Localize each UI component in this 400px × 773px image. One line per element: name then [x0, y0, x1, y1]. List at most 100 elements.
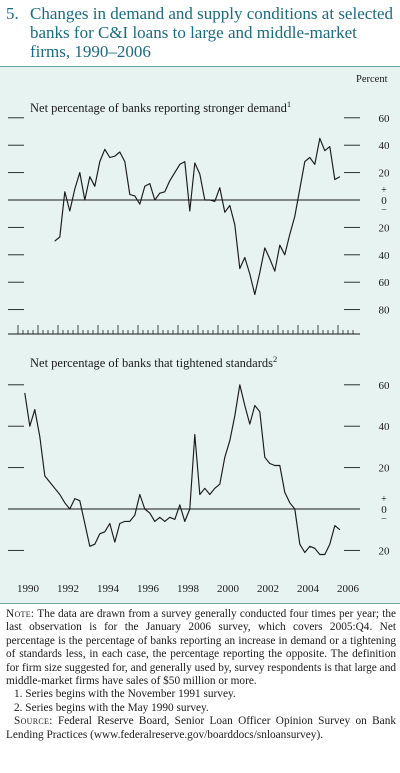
footnote-1: 1. Series begins with the November 1991 … — [14, 688, 236, 701]
chart2-data-point — [224, 456, 226, 458]
chart2-data-point — [264, 456, 266, 458]
chart2-data-point — [119, 523, 121, 524]
chart2-data-point — [134, 514, 136, 516]
chart2-zero-label: 0 — [381, 504, 387, 516]
chart2-data-point — [304, 552, 306, 553]
chart2-data-point — [174, 519, 176, 520]
chart1-data-point — [229, 205, 231, 206]
chart2-zero-minus: − — [381, 514, 387, 525]
chart2-data-point — [44, 475, 46, 477]
chart2-ytick-label: 60 — [379, 380, 391, 392]
chart1-data-point — [224, 212, 226, 213]
chart1-data-point — [314, 164, 316, 165]
chart2-data-point — [124, 521, 126, 522]
chart1-data-point — [69, 210, 71, 212]
chart1-data-point — [99, 161, 101, 162]
chart1-zero-plus: + — [381, 185, 387, 196]
chart1-data-point — [264, 247, 266, 249]
chart1-data-point — [329, 146, 331, 147]
chart1-data-point — [129, 194, 131, 195]
chart2-data-point — [234, 415, 236, 417]
chart1-ytick-label: 40 — [379, 250, 391, 262]
source-paragraph: Source: Federal Reserve Board, Senior Lo… — [6, 715, 396, 742]
chart2-data-point — [219, 483, 221, 485]
x-tick-label: 1990 — [17, 583, 40, 595]
chart2-data-point — [24, 392, 26, 394]
chart2-data-point — [104, 531, 106, 533]
chart1-data-point — [299, 188, 301, 190]
chart1-data-point — [109, 157, 111, 158]
chart2-data-point — [214, 488, 216, 489]
chart1-data-point — [84, 199, 86, 201]
x-tick-label: 1992 — [57, 583, 79, 595]
chart1-zero-minus: − — [381, 205, 387, 216]
units-label: Percent — [356, 74, 388, 85]
chart2-data-point — [279, 465, 281, 466]
chart1-ytick-label: 20 — [379, 222, 391, 234]
chart2-data-point — [39, 436, 41, 437]
chart2-ytick-label: 40 — [379, 421, 391, 433]
chart2-data-point — [84, 523, 86, 524]
source-text: Federal Reserve Board, Senior Loan Offic… — [6, 715, 396, 741]
chart2-data-point — [69, 508, 71, 510]
chart1-data-point — [219, 187, 221, 188]
chart1-title-text: Net percentage of banks reporting strong… — [30, 101, 288, 115]
chart2-data-point — [284, 492, 286, 493]
chart1-data-point — [244, 257, 246, 258]
chart1-data-point — [214, 201, 216, 202]
chart2-data-point — [324, 554, 326, 555]
chart1-series-line — [54, 137, 341, 296]
chart2-data-point — [339, 529, 341, 530]
chart1-data-point — [319, 138, 321, 139]
chart1-data-point — [179, 164, 181, 165]
chart2-zero-plus: + — [381, 494, 387, 505]
chart1-ytick-label: 60 — [379, 113, 391, 125]
chart1-data-point — [74, 188, 76, 190]
chart2-data-point — [329, 543, 331, 545]
chart1-data-point — [294, 216, 296, 217]
x-tick-label: 2006 — [337, 583, 360, 595]
figure-header: 5. Changes in demand and supply conditio… — [0, 0, 400, 66]
chart2-data-point — [204, 488, 206, 489]
chart2-data-point — [49, 481, 51, 483]
note-paragraph: Note: The data are drawn from a survey g… — [6, 608, 396, 688]
chart1-data-point — [289, 233, 291, 235]
chart2-data-point — [114, 541, 116, 543]
chart2-ytick-label: 20 — [379, 545, 391, 557]
chart1-data-point — [209, 199, 211, 201]
chart2-data-point — [239, 384, 241, 386]
chart1-data-point — [254, 294, 256, 295]
chart2-data-point — [289, 502, 291, 504]
chart1-data-point — [184, 161, 186, 162]
x-tick-label: 1998 — [177, 583, 200, 595]
chart1-data-point — [284, 254, 286, 256]
chart1-data-point — [199, 173, 201, 175]
chart2-data-point — [309, 545, 311, 547]
notes-section: Note: The data are drawn from a survey g… — [6, 608, 396, 742]
chart2-title-text: Net percentage of banks that tightened s… — [30, 356, 273, 370]
chart2-data-point — [269, 463, 271, 464]
chart1-data-point — [234, 224, 236, 225]
chart2-data-point — [29, 425, 31, 427]
chart2-data-point — [74, 498, 76, 499]
chart2-data-point — [294, 508, 296, 510]
chart1-data-point — [169, 180, 171, 182]
x-tick-label: 2004 — [297, 583, 320, 595]
chart2-data-point — [249, 423, 251, 425]
chart2-data-point — [144, 508, 146, 510]
chart2-data-point — [149, 512, 151, 514]
chart2-title: Net percentage of banks that tightened s… — [30, 354, 277, 370]
chart1-data-point — [204, 199, 206, 201]
chart1-data-point — [94, 186, 96, 187]
chart2-data-point — [159, 516, 161, 518]
chart1-data-point — [119, 151, 121, 153]
chart1-ytick-label: 60 — [379, 277, 391, 289]
chart1-data-point — [174, 172, 176, 173]
chart2-data-point — [59, 494, 61, 495]
chart1-data-point — [324, 150, 326, 151]
chart1-data-point — [159, 192, 161, 194]
x-tick-label: 1996 — [137, 583, 160, 595]
chart1-data-point — [194, 162, 196, 164]
figure-number: 5. — [6, 4, 19, 23]
chart2-data-point — [169, 516, 171, 518]
